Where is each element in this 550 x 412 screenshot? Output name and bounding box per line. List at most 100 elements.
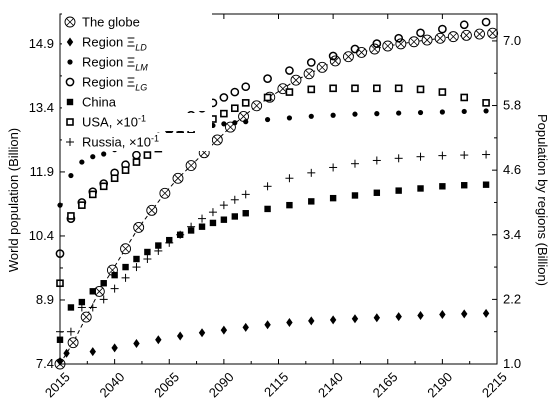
- x-tick-label: 2090: [206, 369, 237, 400]
- data-point: [143, 255, 152, 263]
- marker-cross: [226, 123, 235, 131]
- data-point: [277, 83, 289, 95]
- data-point: [224, 121, 236, 133]
- y-left-tick-label: 7.4: [36, 356, 54, 371]
- data-point: [394, 84, 403, 93]
- data-point: [88, 303, 97, 312]
- data-point: [329, 194, 337, 202]
- data-point: [439, 309, 446, 319]
- data-point: [219, 93, 229, 102]
- legend-marker: [66, 118, 74, 126]
- data-point: [290, 74, 302, 86]
- data-point: [461, 309, 468, 319]
- data-point: [350, 159, 359, 168]
- data-point: [482, 150, 491, 159]
- legend-item-bg: [62, 113, 212, 131]
- data-point: [303, 68, 315, 80]
- data-point: [308, 113, 314, 119]
- data-point: [328, 51, 338, 61]
- x-tick-label: 2015: [42, 369, 73, 400]
- data-point: [133, 339, 140, 349]
- marker-cross: [292, 76, 300, 84]
- data-point: [481, 17, 491, 27]
- data-point: [461, 182, 468, 189]
- data-point: [111, 343, 118, 353]
- data-point: [89, 288, 96, 295]
- marker-cross: [318, 63, 326, 72]
- data-point: [306, 58, 316, 67]
- data-point: [110, 174, 119, 183]
- y-left-tick-label: 10.4: [29, 228, 54, 243]
- data-point: [373, 84, 381, 93]
- data-point: [394, 154, 403, 163]
- data-point: [122, 263, 129, 271]
- marker-cross: [213, 136, 222, 144]
- data-point: [230, 195, 239, 204]
- data-point: [220, 109, 228, 118]
- data-point: [80, 311, 92, 323]
- marker-cross: [187, 161, 195, 170]
- legend-item: Region ΞLD: [62, 33, 212, 53]
- legend-item-bg: [62, 53, 212, 71]
- marker-cross: [436, 34, 444, 43]
- marker-cross: [121, 244, 130, 253]
- data-point: [417, 109, 424, 116]
- data-point: [438, 88, 447, 96]
- data-point: [176, 230, 185, 239]
- legend-item: USA, ×10-1: [62, 113, 212, 131]
- series-square: [56, 181, 490, 343]
- data-point: [286, 115, 293, 121]
- data-point: [79, 159, 85, 165]
- data-point: [474, 28, 485, 40]
- data-point: [209, 219, 217, 227]
- data-point: [89, 347, 96, 357]
- data-point: [351, 192, 359, 199]
- legend-label: Russia, ×10-1: [82, 134, 159, 150]
- data-point: [67, 212, 75, 220]
- data-point: [198, 214, 207, 223]
- data-point: [99, 295, 108, 304]
- data-point: [101, 151, 107, 157]
- marker-cross: [66, 18, 74, 26]
- data-point: [111, 271, 118, 279]
- data-point: [460, 93, 469, 102]
- marker-cross: [305, 69, 313, 78]
- data-point: [251, 100, 263, 112]
- data-point: [155, 242, 162, 249]
- data-point: [155, 335, 162, 345]
- legend-label: USA, ×10-1: [82, 114, 146, 130]
- marker-cross: [475, 30, 484, 38]
- marker-cross: [488, 29, 497, 37]
- data-point: [395, 187, 402, 194]
- data-point: [482, 99, 490, 107]
- data-point: [66, 327, 75, 336]
- data-point: [459, 20, 469, 30]
- data-point: [382, 40, 394, 52]
- data-point: [285, 88, 294, 96]
- data-point: [241, 82, 251, 92]
- marker-cross: [397, 40, 405, 48]
- data-point: [67, 304, 75, 311]
- data-point: [482, 181, 490, 188]
- data-point: [460, 151, 469, 160]
- data-point: [374, 111, 380, 117]
- data-point: [77, 303, 86, 312]
- marker-cross: [108, 266, 117, 274]
- data-point: [372, 39, 382, 48]
- marker-cross: [383, 42, 392, 50]
- data-point: [78, 298, 86, 306]
- data-point: [263, 74, 272, 83]
- data-point: [99, 182, 108, 191]
- data-point: [447, 31, 459, 43]
- x-tick-label: 2215: [479, 369, 510, 400]
- data-point: [63, 348, 70, 358]
- data-point: [241, 190, 250, 199]
- data-point: [211, 134, 223, 146]
- series-plus: [56, 150, 491, 336]
- y-right-tick-label: 2.2: [503, 291, 521, 306]
- axes: 2015 2040 2065 2090 2115 2140 2165 2190 2215 7.4 8…: [29, 13, 521, 400]
- x-tick-label: 2140: [315, 369, 346, 400]
- marker-cross: [147, 206, 156, 215]
- y-left-tick-label: 11.9: [30, 164, 54, 179]
- data-point: [68, 172, 74, 179]
